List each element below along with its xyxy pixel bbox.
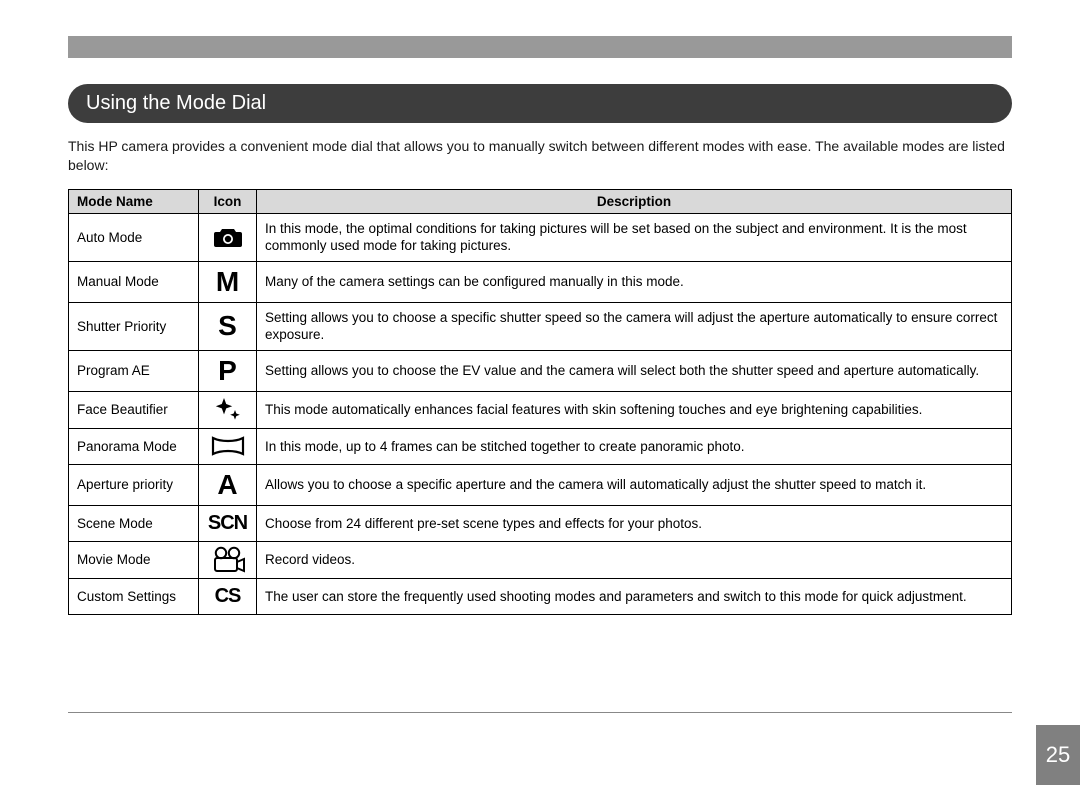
mode-desc-cell: Allows you to choose a specific aperture… bbox=[257, 464, 1012, 505]
mode-icon-cell: M bbox=[199, 261, 257, 302]
mode-icon-cell: A bbox=[199, 464, 257, 505]
mode-name-cell: Movie Mode bbox=[69, 541, 199, 578]
mode-icon-cell bbox=[199, 213, 257, 261]
mode-desc-cell: Setting allows you to choose a specific … bbox=[257, 302, 1012, 350]
footer-rule bbox=[68, 712, 1012, 713]
mode-icon-cell: SCN bbox=[199, 505, 257, 541]
mode-name-cell: Manual Mode bbox=[69, 261, 199, 302]
mode-icon-cell bbox=[199, 428, 257, 464]
page-content: Using the Mode Dial This HP camera provi… bbox=[68, 84, 1012, 615]
mode-desc-cell: Choose from 24 different pre-set scene t… bbox=[257, 505, 1012, 541]
table-row: Panorama Mode In this mode, up to 4 frame… bbox=[69, 428, 1012, 464]
mode-desc-cell: Record videos. bbox=[257, 541, 1012, 578]
mode-name-cell: Panorama Mode bbox=[69, 428, 199, 464]
mode-desc-cell: In this mode, up to 4 frames can be stit… bbox=[257, 428, 1012, 464]
section-title: Using the Mode Dial bbox=[68, 84, 1012, 123]
table-row: Aperture priority A Allows you to choose a… bbox=[69, 464, 1012, 505]
table-row: Program AE P Setting allows you to choose … bbox=[69, 350, 1012, 391]
mode-name-cell: Auto Mode bbox=[69, 213, 199, 261]
panorama-icon bbox=[211, 435, 245, 457]
mode-name-cell: Face Beautifier bbox=[69, 391, 199, 428]
page-number: 25 bbox=[1036, 725, 1080, 785]
mode-icon-cell: CS bbox=[199, 578, 257, 614]
camera-icon bbox=[213, 225, 243, 249]
mode-desc-cell: Many of the camera settings can be confi… bbox=[257, 261, 1012, 302]
intro-paragraph: This HP camera provides a convenient mod… bbox=[68, 137, 1012, 175]
mode-desc-cell: This mode automatically enhances facial … bbox=[257, 391, 1012, 428]
table-row: Auto Mode In this mode, the optimal condi… bbox=[69, 213, 1012, 261]
mode-icon-cell: S bbox=[199, 302, 257, 350]
mode-name-cell: Scene Mode bbox=[69, 505, 199, 541]
movie-icon bbox=[211, 546, 245, 574]
col-icon: Icon bbox=[199, 189, 257, 213]
col-mode-name: Mode Name bbox=[69, 189, 199, 213]
table-row: Movie Mode Record videos. bbox=[69, 541, 1012, 578]
mode-desc-cell: Setting allows you to choose the EV valu… bbox=[257, 350, 1012, 391]
table-row: Manual Mode M Many of the camera settings … bbox=[69, 261, 1012, 302]
mode-icon-cell: P bbox=[199, 350, 257, 391]
mode-icon-cell bbox=[199, 391, 257, 428]
mode-letter-icon: CS bbox=[215, 585, 241, 607]
top-bar bbox=[68, 36, 1012, 58]
mode-desc-cell: The user can store the frequently used s… bbox=[257, 578, 1012, 614]
mode-desc-cell: In this mode, the optimal conditions for… bbox=[257, 213, 1012, 261]
table-row: Custom Settings CS The user can store the … bbox=[69, 578, 1012, 614]
sparkle-icon bbox=[213, 396, 243, 424]
mode-icon-cell bbox=[199, 541, 257, 578]
mode-letter-icon: M bbox=[216, 266, 239, 297]
table-row: Face Beautifier This mode automatically e… bbox=[69, 391, 1012, 428]
mode-letter-icon: SCN bbox=[208, 512, 247, 534]
mode-letter-icon: S bbox=[218, 310, 237, 341]
mode-name-cell: Aperture priority bbox=[69, 464, 199, 505]
mode-name-cell: Program AE bbox=[69, 350, 199, 391]
mode-name-cell: Custom Settings bbox=[69, 578, 199, 614]
mode-table: Mode Name Icon Description Auto Mode In t… bbox=[68, 189, 1012, 615]
col-description: Description bbox=[257, 189, 1012, 213]
table-row: Shutter Priority S Setting allows you to c… bbox=[69, 302, 1012, 350]
mode-letter-icon: A bbox=[217, 469, 237, 500]
table-row: Scene Mode SCN Choose from 24 different pr… bbox=[69, 505, 1012, 541]
mode-name-cell: Shutter Priority bbox=[69, 302, 199, 350]
mode-letter-icon: P bbox=[218, 355, 237, 386]
